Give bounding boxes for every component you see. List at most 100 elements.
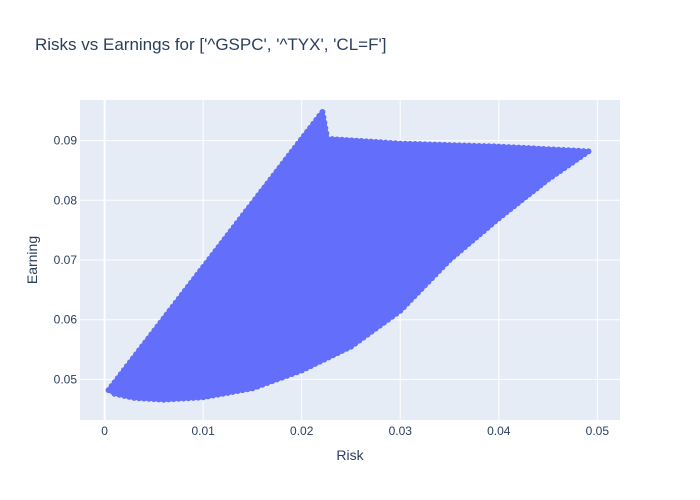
scatter-point bbox=[456, 142, 463, 149]
y-axis-title: Earning bbox=[24, 236, 40, 284]
scatter-point bbox=[185, 395, 192, 402]
scatter-point bbox=[334, 350, 341, 357]
scatter-point bbox=[348, 137, 355, 144]
scatter-point bbox=[530, 145, 537, 152]
scatter-point bbox=[116, 391, 123, 398]
scatter-point bbox=[126, 393, 133, 400]
scatter-point bbox=[426, 141, 433, 148]
scatter-point bbox=[339, 347, 346, 354]
y-tick-label: 0.05 bbox=[54, 372, 78, 386]
scatter-point bbox=[322, 125, 329, 132]
scatter-point bbox=[505, 144, 512, 151]
scatter-point bbox=[377, 139, 384, 146]
scatter-point bbox=[466, 142, 473, 149]
scatter-point bbox=[190, 394, 197, 401]
y-tick-label: 0.09 bbox=[54, 134, 78, 148]
scatter-point bbox=[324, 135, 331, 142]
scatter-point bbox=[303, 365, 310, 372]
scatter-point bbox=[560, 147, 567, 154]
scatter-point bbox=[329, 136, 336, 143]
x-tick-label: 0.01 bbox=[191, 424, 215, 438]
scatter-point bbox=[214, 391, 221, 398]
scatter-point bbox=[229, 388, 236, 395]
scatter-point bbox=[316, 358, 323, 365]
scatter-point bbox=[320, 114, 327, 121]
scatter-point bbox=[321, 119, 328, 126]
scatter-point bbox=[490, 143, 497, 150]
scatter-point bbox=[481, 143, 488, 150]
scatter-point bbox=[353, 137, 360, 144]
scatter-point bbox=[160, 396, 167, 403]
scatter-point bbox=[416, 141, 423, 148]
scatter-point bbox=[520, 144, 527, 151]
scatter-point bbox=[372, 325, 379, 332]
scatter-point bbox=[325, 354, 332, 361]
x-tick-label: 0.04 bbox=[487, 424, 511, 438]
scatter-point bbox=[397, 140, 404, 147]
scatter-points bbox=[105, 108, 592, 403]
scatter-point bbox=[210, 392, 217, 399]
scatter-point bbox=[461, 142, 468, 149]
scatter-point bbox=[234, 388, 241, 395]
scatter-point bbox=[264, 379, 271, 386]
scatter-point bbox=[131, 394, 138, 401]
scatter-point bbox=[321, 356, 328, 363]
scatter-point bbox=[412, 141, 419, 148]
scatter-point bbox=[364, 331, 371, 338]
scatter-point bbox=[279, 374, 286, 381]
scatter-point bbox=[293, 369, 300, 376]
scatter-point bbox=[274, 376, 281, 383]
scatter-point bbox=[343, 345, 350, 352]
scatter-point bbox=[500, 143, 507, 150]
scatter-point bbox=[224, 389, 231, 396]
scatter-point bbox=[347, 343, 354, 350]
scatter-point bbox=[288, 371, 295, 378]
scatter-point bbox=[319, 108, 326, 115]
scatter-point bbox=[155, 396, 162, 403]
scatter-point bbox=[451, 142, 458, 149]
scatter-point bbox=[407, 140, 414, 147]
scatter-point bbox=[382, 139, 389, 146]
y-tick-label: 0.06 bbox=[54, 313, 78, 327]
scatter-point bbox=[397, 307, 404, 314]
scatter-point bbox=[550, 146, 557, 153]
scatter-point bbox=[485, 143, 492, 150]
scatter-point bbox=[441, 141, 448, 148]
scatter-point bbox=[200, 394, 207, 401]
scatter-point bbox=[244, 386, 251, 393]
scatter-point bbox=[312, 360, 319, 367]
scatter-point bbox=[170, 396, 177, 403]
scatter-point bbox=[283, 372, 290, 379]
scatter-point bbox=[495, 143, 502, 150]
scatter-point bbox=[575, 147, 582, 154]
scatter-point bbox=[330, 352, 337, 359]
scatter-point bbox=[165, 396, 172, 403]
x-axis-title: Risk bbox=[336, 447, 364, 463]
scatter-point bbox=[471, 142, 478, 149]
x-axis-ticks: 0 0.01 0.02 0.03 0.04 0.05 bbox=[101, 424, 609, 438]
scatter-point bbox=[338, 136, 345, 143]
scatter-point bbox=[269, 378, 276, 385]
scatter-point bbox=[436, 141, 443, 148]
scatter-point bbox=[363, 138, 370, 145]
scatter-point bbox=[195, 394, 202, 401]
scatter-point bbox=[384, 316, 391, 323]
scatter-point bbox=[535, 145, 542, 152]
scatter-point bbox=[402, 140, 409, 147]
scatter-point bbox=[145, 395, 152, 402]
scatter-point bbox=[239, 387, 246, 394]
scatter-point bbox=[387, 139, 394, 146]
scatter-point bbox=[446, 142, 453, 149]
x-tick-label: 0.02 bbox=[290, 424, 314, 438]
scatter-point bbox=[334, 136, 341, 143]
scatter-point bbox=[368, 138, 375, 145]
scatter-point bbox=[570, 147, 577, 154]
scatter-point bbox=[249, 385, 256, 392]
scatter-point bbox=[180, 395, 187, 402]
scatter-point bbox=[545, 146, 552, 153]
scatter-point bbox=[136, 395, 143, 402]
scatter-point bbox=[323, 130, 330, 137]
scatter-point bbox=[259, 381, 266, 388]
y-tick-label: 0.08 bbox=[54, 193, 78, 207]
